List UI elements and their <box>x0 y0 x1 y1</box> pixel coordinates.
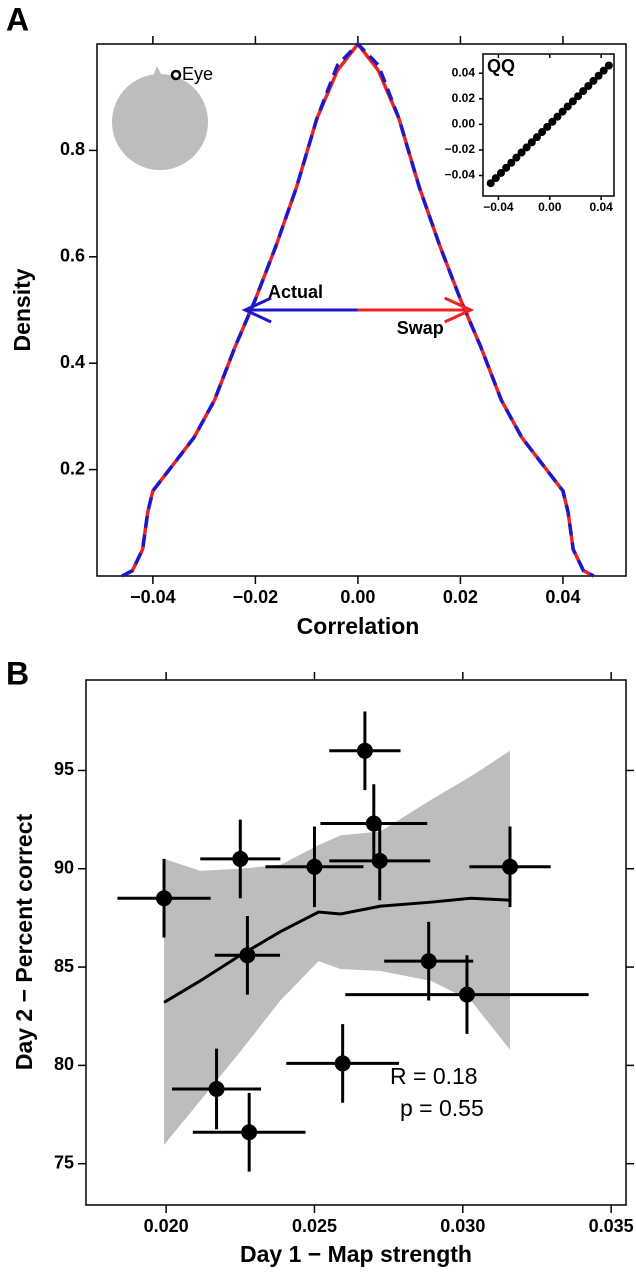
point <box>486 179 495 188</box>
point <box>365 815 382 832</box>
y-tick-label: 0.4 <box>60 352 85 372</box>
point <box>501 858 518 875</box>
point <box>356 742 373 759</box>
x-tick-label: 0.025 <box>292 1216 337 1236</box>
x-tick-label: 0.02 <box>443 587 478 607</box>
point <box>334 1055 351 1072</box>
point <box>543 122 552 131</box>
point <box>517 148 526 157</box>
x-axis-title: Correlation <box>297 613 420 639</box>
arrow-head <box>444 296 475 324</box>
x-tick-label: 0.020 <box>144 1216 189 1236</box>
y-tick-label: 0.8 <box>60 139 85 159</box>
point <box>241 1124 258 1141</box>
panel-label: B <box>6 655 29 691</box>
point <box>502 163 511 172</box>
plot-frame <box>85 679 627 1206</box>
point <box>548 117 557 126</box>
point <box>568 97 577 106</box>
density-line <box>121 41 595 578</box>
point <box>306 858 323 875</box>
x-tick-label: −0.04 <box>483 200 514 214</box>
plot-frame <box>96 43 627 577</box>
x-tick-label: −0.04 <box>130 587 176 607</box>
y-axis-title: Day 2 − Percent correct <box>11 813 37 1070</box>
y-tick-label: 0.6 <box>60 246 85 266</box>
point <box>208 1080 225 1097</box>
point <box>538 128 547 137</box>
eye-label: Eye <box>182 64 213 84</box>
y-tick-label: 0.02 <box>452 91 476 105</box>
y-tick-label: 0.2 <box>60 458 85 478</box>
x-axis-title: Day 1 − Map strength <box>240 1241 472 1267</box>
point <box>420 953 437 970</box>
point <box>532 133 541 142</box>
point <box>579 87 588 96</box>
point <box>527 138 536 147</box>
head-icon <box>112 66 208 170</box>
point <box>558 107 567 116</box>
y-axis-title: Density <box>9 268 35 351</box>
point <box>491 174 500 183</box>
arrow-label: Actual <box>268 282 323 302</box>
confidence-band <box>164 750 510 1145</box>
y-tick-label: 0.00 <box>452 117 476 131</box>
x-tick-label: 0.030 <box>440 1216 485 1236</box>
y-tick-label: −0.04 <box>445 168 476 182</box>
point <box>371 852 388 869</box>
point <box>458 986 475 1003</box>
y-tick-label: 95 <box>54 759 74 779</box>
x-tick-label: 0.035 <box>589 1216 634 1236</box>
y-tick-label: 85 <box>54 956 74 976</box>
x-tick-label: 0.00 <box>538 200 562 214</box>
x-tick-label: 0.04 <box>589 200 613 214</box>
point <box>553 112 562 121</box>
annotation: R = 0.18 <box>390 1063 478 1089</box>
x-tick-label: 0.00 <box>340 587 375 607</box>
point <box>589 76 598 85</box>
arrow-head <box>241 296 272 324</box>
annotation: p = 0.55 <box>400 1095 484 1121</box>
arrow-label: Swap <box>397 318 444 338</box>
x-tick-label: 0.04 <box>545 587 580 607</box>
point <box>574 92 583 101</box>
fit-line <box>163 896 511 1004</box>
y-tick-label: −0.02 <box>445 142 476 156</box>
point <box>239 947 256 964</box>
point <box>156 890 173 907</box>
point <box>584 81 593 90</box>
inset-title: QQ <box>487 56 515 76</box>
y-tick-label: 80 <box>54 1054 74 1074</box>
point <box>599 66 608 75</box>
y-tick-label: 75 <box>54 1152 74 1172</box>
point <box>507 158 516 167</box>
point <box>604 61 613 70</box>
point <box>522 143 531 152</box>
point <box>496 168 505 177</box>
x-tick-label: −0.02 <box>233 587 279 607</box>
point <box>563 102 572 111</box>
panel-label: A <box>6 1 29 37</box>
point <box>512 153 521 162</box>
y-tick-label: 0.04 <box>452 65 476 79</box>
point <box>594 71 603 80</box>
point <box>232 850 249 867</box>
y-tick-label: 90 <box>54 858 74 878</box>
